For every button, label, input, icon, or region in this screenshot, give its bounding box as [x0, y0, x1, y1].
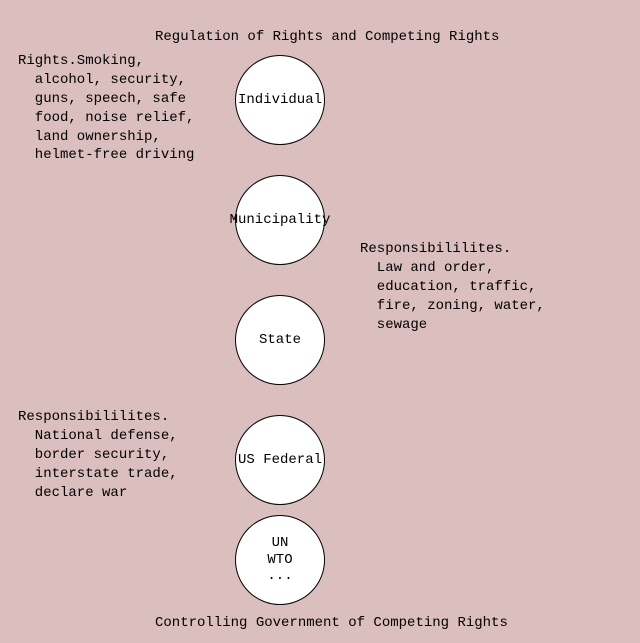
node-municipality: Municipality [235, 175, 325, 265]
node-us-federal: US Federal [235, 415, 325, 505]
diagram-footer: Controlling Government of Competing Righ… [155, 614, 508, 633]
node-label: State [259, 332, 301, 349]
node-individual: Individual [235, 55, 325, 145]
node-label: US Federal [238, 452, 322, 469]
node-label: UN WTO ... [267, 535, 292, 585]
diagram-stage: Regulation of Rights and Competing Right… [0, 0, 640, 643]
node-state: State [235, 295, 325, 385]
node-un-wto: UN WTO ... [235, 515, 325, 605]
annotation-rights: Rights.Smoking, alcohol, security, guns,… [18, 52, 194, 165]
diagram-title: Regulation of Rights and Competing Right… [155, 28, 499, 47]
node-label: Municipality [230, 212, 331, 229]
annotation-resp-municipality: Responsibililites. Law and order, educat… [360, 240, 545, 334]
node-label: Individual [238, 92, 322, 109]
annotation-resp-federal: Responsibililites. National defense, bor… [18, 408, 178, 502]
